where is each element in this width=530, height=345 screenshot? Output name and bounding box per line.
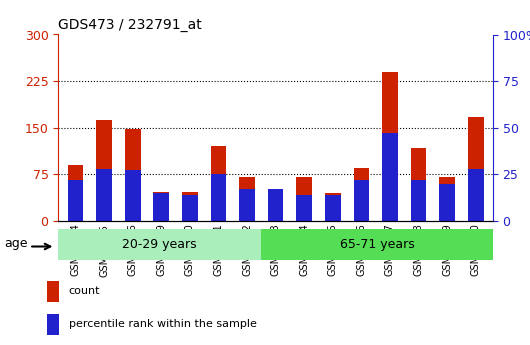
Bar — [182, 195, 198, 221]
Bar — [239, 189, 255, 221]
Bar — [439, 184, 455, 221]
Bar — [268, 204, 284, 221]
Bar — [354, 168, 369, 221]
Bar — [439, 177, 455, 221]
Text: count: count — [68, 286, 100, 296]
Bar — [96, 169, 112, 221]
Bar — [182, 191, 198, 221]
Text: GDS473 / 232791_at: GDS473 / 232791_at — [58, 18, 202, 32]
Bar — [325, 195, 341, 221]
Bar — [411, 180, 427, 221]
Bar — [153, 193, 169, 221]
Bar — [125, 170, 140, 221]
Bar — [68, 165, 83, 221]
Bar — [468, 117, 483, 221]
Bar — [296, 177, 312, 221]
Bar — [382, 72, 398, 221]
Bar — [68, 180, 83, 221]
Bar — [47, 281, 59, 302]
Bar — [268, 189, 284, 221]
Bar — [153, 191, 169, 221]
Bar — [325, 193, 341, 221]
Bar — [58, 229, 261, 260]
Text: 65-71 years: 65-71 years — [340, 238, 414, 252]
Bar — [210, 146, 226, 221]
Text: age: age — [5, 237, 28, 250]
Bar — [239, 177, 255, 221]
Bar — [354, 180, 369, 221]
Bar — [210, 174, 226, 221]
Bar — [296, 195, 312, 221]
Bar — [96, 120, 112, 221]
Bar — [382, 133, 398, 221]
Bar — [47, 314, 59, 335]
Bar — [125, 129, 140, 221]
Bar — [411, 148, 427, 221]
Text: percentile rank within the sample: percentile rank within the sample — [68, 319, 257, 329]
Text: 20-29 years: 20-29 years — [122, 238, 197, 252]
Bar — [261, 229, 493, 260]
Bar — [468, 169, 483, 221]
